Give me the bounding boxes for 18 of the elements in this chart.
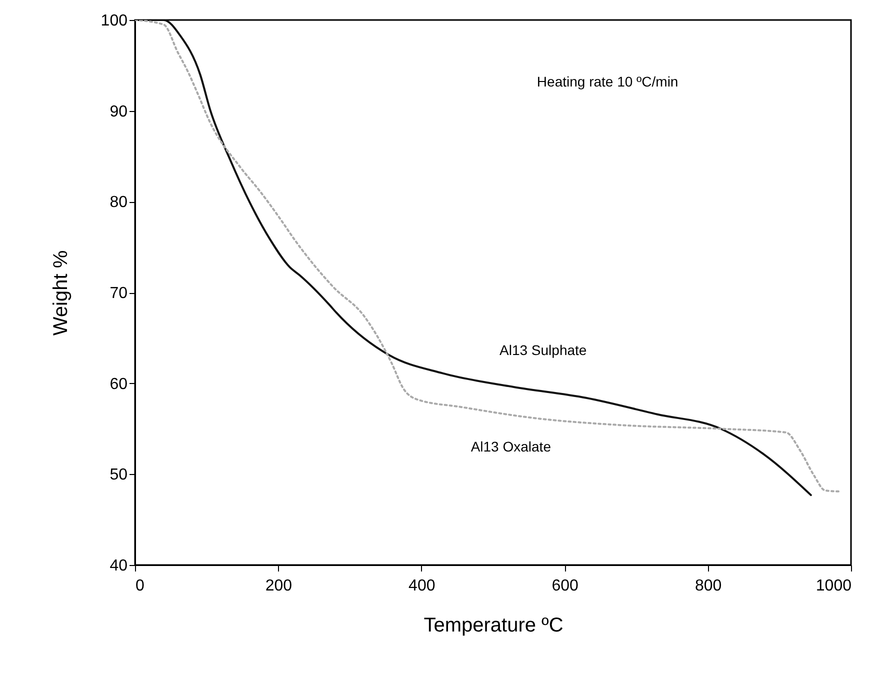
y-tick-label: 50	[110, 466, 128, 484]
annotation: Al13 Sulphate	[500, 342, 587, 358]
y-tick-label: 60	[110, 376, 128, 393]
y-tick-label: 80	[110, 194, 128, 212]
annotation: Heating rate 10 ºC/min	[536, 74, 678, 90]
annotation: Al13 Oxalate	[470, 438, 552, 454]
x-tick-label: 400	[408, 578, 436, 594]
y-tick-label: 40	[110, 558, 128, 574]
x-tick-label: 600	[552, 578, 579, 594]
x-tick-label: 0	[136, 578, 144, 594]
y-tick-label: 90	[110, 103, 128, 120]
x-tick-label: 200	[265, 578, 292, 594]
x-axis-title: Temperature ºC	[424, 614, 564, 636]
y-axis-title: Weight %	[50, 250, 72, 336]
x-tick-label: 800	[694, 578, 722, 594]
x-tick-label: 1000	[816, 578, 852, 594]
y-tick-label: 70	[110, 285, 128, 302]
y-tick-label: 100	[100, 12, 128, 30]
